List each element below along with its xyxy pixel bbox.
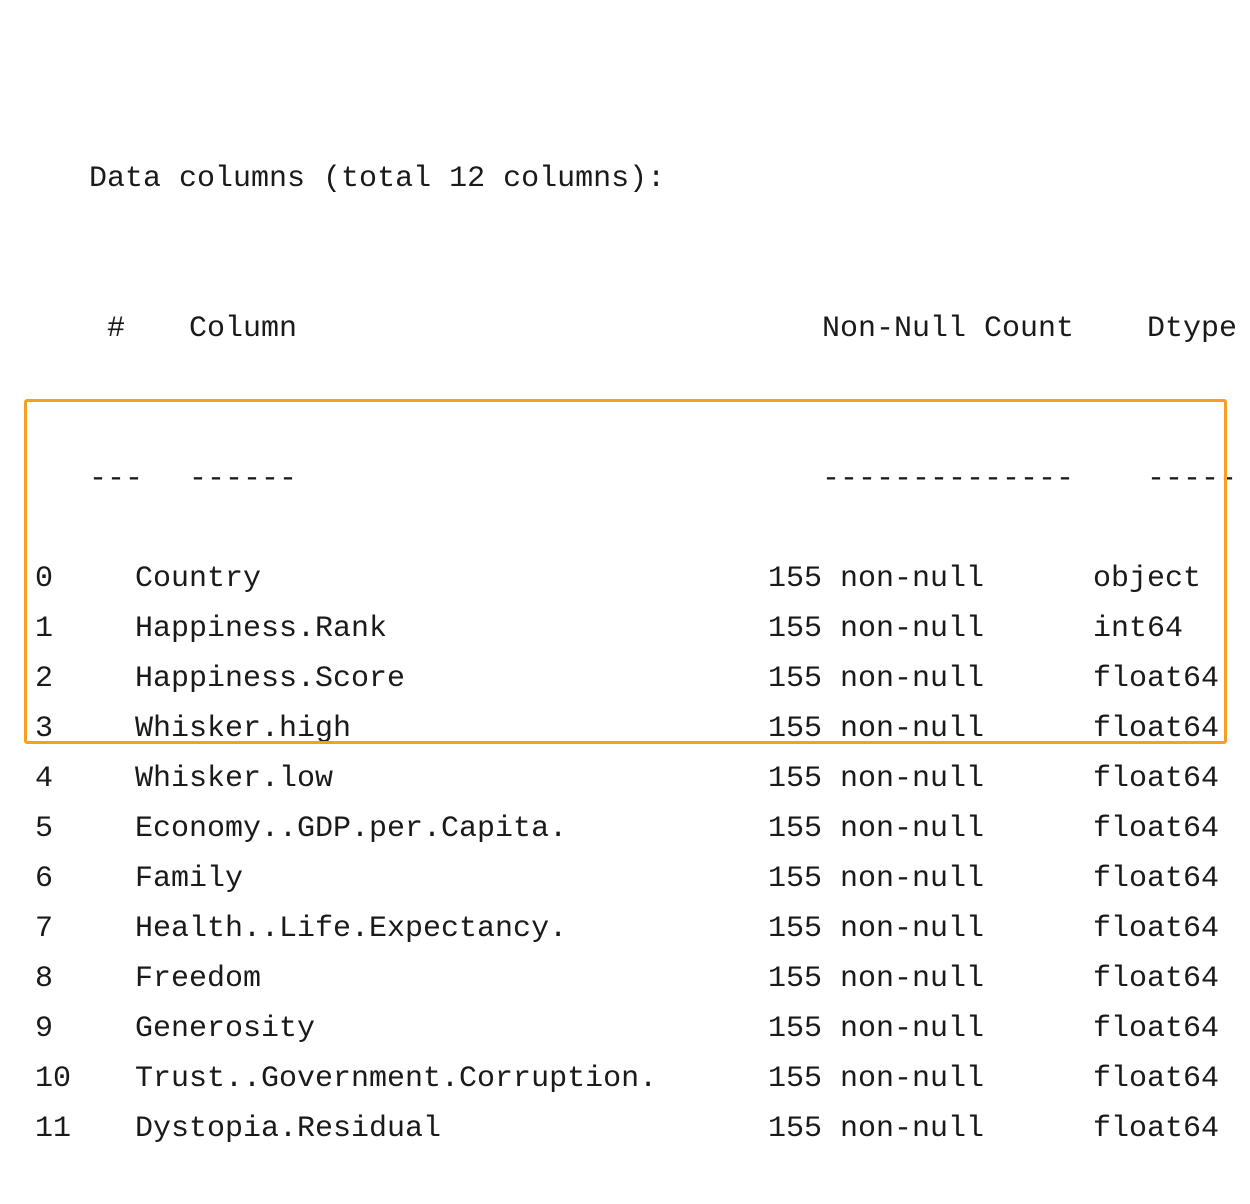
header-index: # [89, 312, 126, 346]
table-row: 3 Whisker.high 155 non-null float64 [17, 704, 1237, 754]
row-column-name: Freedom [135, 962, 262, 996]
table-row: 4 Whisker.low 155 non-null float64 [17, 754, 1237, 804]
row-column-name: Family [135, 862, 244, 896]
row-dtype: float64 [1093, 862, 1220, 896]
row-column-name: Economy..GDP.per.Capita. [135, 812, 568, 846]
separator-row: --- ------ -------------- ----- [17, 404, 1237, 496]
table-row: 8 Freedom 155 non-null float64 [17, 954, 1237, 1004]
header-column: Column [189, 312, 298, 346]
row-index: 9 [35, 1012, 54, 1046]
row-non-null-count: 155 non-null [768, 562, 985, 596]
separator-column: ------ [189, 462, 298, 496]
row-dtype: float64 [1093, 712, 1220, 746]
table-row: 7 Health..Life.Expectancy. 155 non-null flo… [17, 904, 1237, 954]
row-column-name: Country [135, 562, 262, 596]
row-index: 11 [35, 1112, 72, 1146]
row-dtype: object [1093, 562, 1202, 596]
row-non-null-count: 155 non-null [768, 662, 985, 696]
row-dtype: int64 [1093, 612, 1184, 646]
row-dtype: float64 [1093, 912, 1220, 946]
header-count: Non-Null Count [822, 312, 1075, 346]
row-index: 7 [35, 912, 54, 946]
row-column-name: Happiness.Rank [135, 612, 388, 646]
row-index: 4 [35, 762, 54, 796]
row-column-name: Health..Life.Expectancy. [135, 912, 568, 946]
separator-count: -------------- [822, 462, 1075, 496]
row-column-name: Trust..Government.Corruption. [135, 1062, 658, 1096]
row-column-name: Whisker.low [135, 762, 334, 796]
row-dtype: float64 [1093, 762, 1220, 796]
row-non-null-count: 155 non-null [768, 962, 985, 996]
separator-index: --- [89, 462, 144, 496]
row-dtype: float64 [1093, 812, 1220, 846]
row-index: 8 [35, 962, 54, 996]
table-row: 6 Family 155 non-null float64 [17, 854, 1237, 904]
table-row: 0 Country 155 non-null object [17, 554, 1237, 604]
header-dtype: Dtype [1147, 312, 1238, 346]
row-index: 6 [35, 862, 54, 896]
table-row: 9 Generosity 155 non-null float64 [17, 1004, 1237, 1054]
row-index: 0 [35, 562, 54, 596]
row-non-null-count: 155 non-null [768, 1062, 985, 1096]
row-column-name: Generosity [135, 1012, 316, 1046]
dataframe-info-output: Data columns (total 12 columns): # Column… [17, 4, 1237, 1204]
row-non-null-count: 155 non-null [768, 1112, 985, 1146]
row-column-name: Dystopia.Residual [135, 1112, 442, 1146]
info-header: Data columns (total 12 columns): [89, 162, 666, 196]
info-header-line: Data columns (total 12 columns): [17, 104, 1237, 196]
row-dtype: float64 [1093, 1012, 1220, 1046]
table-row: 2 Happiness.Score 155 non-null float64 [17, 654, 1237, 704]
row-dtype: float64 [1093, 1062, 1220, 1096]
row-non-null-count: 155 non-null [768, 812, 985, 846]
separator-dtype: ----- [1147, 462, 1238, 496]
table-row: 5 Economy..GDP.per.Capita. 155 non-null flo… [17, 804, 1237, 854]
row-dtype: float64 [1093, 962, 1220, 996]
row-non-null-count: 155 non-null [768, 862, 985, 896]
row-index: 10 [35, 1062, 72, 1096]
row-dtype: float64 [1093, 662, 1220, 696]
table-row: 11 Dystopia.Residual 155 non-null float64 [17, 1104, 1237, 1154]
row-column-name: Happiness.Score [135, 662, 406, 696]
row-non-null-count: 155 non-null [768, 762, 985, 796]
row-index: 3 [35, 712, 54, 746]
row-non-null-count: 155 non-null [768, 712, 985, 746]
row-index: 1 [35, 612, 54, 646]
columns-header-row: # Column Non-Null Count Dtype [17, 254, 1237, 346]
row-non-null-count: 155 non-null [768, 912, 985, 946]
row-index: 5 [35, 812, 54, 846]
table-row: 1 Happiness.Rank 155 non-null int64 [17, 604, 1237, 654]
table-row: 10 Trust..Government.Corruption. 155 non-n… [17, 1054, 1237, 1104]
row-non-null-count: 155 non-null [768, 1012, 985, 1046]
row-non-null-count: 155 non-null [768, 612, 985, 646]
row-column-name: Whisker.high [135, 712, 352, 746]
row-dtype: float64 [1093, 1112, 1220, 1146]
column-rows: 0 Country 155 non-null object 1 Happiness.Ran… [17, 554, 1237, 1154]
row-index: 2 [35, 662, 54, 696]
